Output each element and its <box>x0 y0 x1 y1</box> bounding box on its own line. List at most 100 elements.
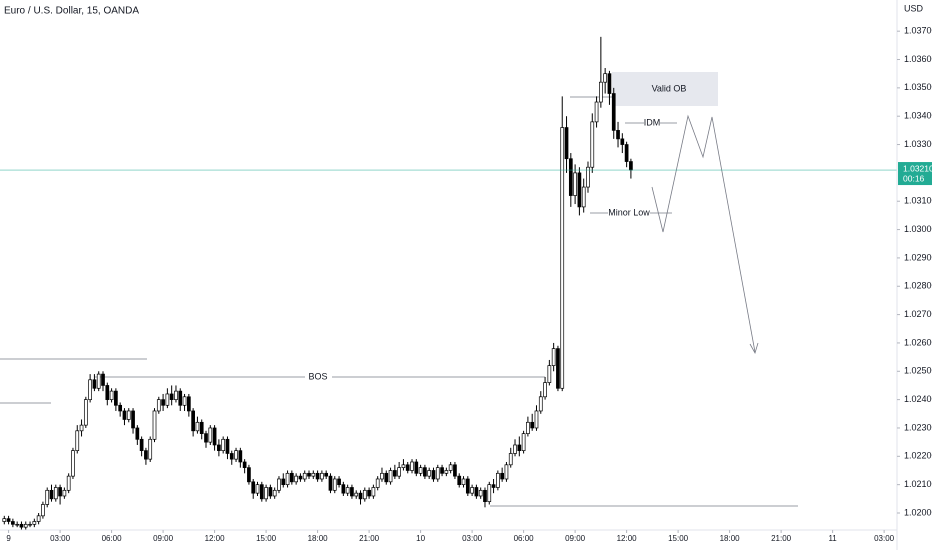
candle-body <box>629 161 633 171</box>
candle-body <box>474 487 479 497</box>
candle-body <box>105 385 110 400</box>
candle-body <box>594 101 599 123</box>
candle-body <box>611 93 616 131</box>
candle-body <box>371 487 376 497</box>
candle-body <box>19 523 24 528</box>
candle-body <box>169 393 174 400</box>
candle-body <box>444 470 449 474</box>
candle-body <box>423 467 427 477</box>
plot-area: BOS Valid OB IDM Minor Low <box>0 36 897 530</box>
x-tick-label: 06:00 <box>102 534 123 543</box>
candle-body <box>332 478 337 491</box>
x-tick-label: 18:00 <box>720 534 741 543</box>
candle-body <box>53 487 58 500</box>
candle-body <box>307 472 311 477</box>
candle-body <box>581 186 586 208</box>
y-tick-label: 1.02500 <box>904 366 932 376</box>
candle-body <box>564 127 569 160</box>
candle-body <box>483 489 487 503</box>
candle-body <box>182 396 187 406</box>
y-tick-label: 1.02800 <box>904 281 932 291</box>
candle-body <box>397 467 401 477</box>
candle-body <box>350 487 354 497</box>
candle-body <box>311 472 316 477</box>
candle-body <box>281 478 286 486</box>
candle-body <box>367 489 371 497</box>
candle-body <box>534 410 539 429</box>
candle-body <box>204 433 208 443</box>
candle-body <box>500 472 504 480</box>
candle-body <box>410 461 414 471</box>
x-tick-label: 10 <box>416 534 425 543</box>
candle-body <box>380 472 384 480</box>
candle-body <box>453 464 457 477</box>
candle-body <box>345 487 350 494</box>
candle-body <box>264 487 268 500</box>
candle-body <box>62 489 67 497</box>
candle-body <box>526 421 530 434</box>
candle-body <box>320 472 324 480</box>
candle-body <box>551 348 556 366</box>
candle-body <box>139 438 144 451</box>
candle-body <box>242 461 247 468</box>
x-tick-label: 15:00 <box>668 534 689 543</box>
candle-body <box>538 396 543 412</box>
candle-body <box>217 444 221 451</box>
candle-body <box>375 478 380 488</box>
y-tick-label: 1.02000 <box>904 507 932 517</box>
candle-body <box>186 396 191 412</box>
candle-body <box>66 475 71 491</box>
candle-body <box>513 444 517 454</box>
y-tick-label: 1.03400 <box>904 111 932 121</box>
x-tick-label: 09:00 <box>565 534 586 543</box>
minor-low-label: Minor Low <box>608 207 650 217</box>
current-price-tag <box>898 162 932 186</box>
candle-body <box>393 470 397 477</box>
candle-body <box>191 410 195 432</box>
x-tick-label: 03:00 <box>462 534 483 543</box>
candle-body <box>199 421 204 434</box>
candle-body <box>15 523 20 526</box>
candle-body <box>36 515 41 522</box>
candle-body <box>2 518 7 522</box>
candle-body <box>285 472 290 486</box>
y-tick-label: 1.03700 <box>904 26 932 36</box>
y-tick-label: 1.02300 <box>904 422 932 432</box>
candle-body <box>114 390 118 406</box>
candle-body <box>221 438 226 451</box>
candle-body <box>616 130 620 140</box>
x-tick-label: 12:00 <box>617 534 638 543</box>
x-tick-label: 06:00 <box>514 534 535 543</box>
candle-body <box>208 427 213 443</box>
countdown-label: 00:16 <box>903 173 925 183</box>
candle-body <box>478 489 483 497</box>
candle-body <box>341 484 346 494</box>
y-tick-label: 1.03500 <box>904 82 932 92</box>
candle-body <box>259 484 264 500</box>
x-tick-label: 12:00 <box>205 534 226 543</box>
candle-body <box>358 492 363 500</box>
candle-body <box>6 518 11 522</box>
candle-body <box>178 390 183 406</box>
candle-body <box>302 472 307 480</box>
candle-body <box>586 166 590 188</box>
candle-body <box>109 390 114 400</box>
candle-body <box>49 489 54 500</box>
currency-label: USD <box>904 3 924 13</box>
candle-body <box>354 492 359 497</box>
candle-body <box>148 438 153 460</box>
x-tick-label: 11 <box>828 534 837 543</box>
candle-body <box>521 433 526 451</box>
candle-body <box>144 450 148 460</box>
candle-body <box>530 421 535 429</box>
candle-body <box>599 81 603 103</box>
candle-body <box>315 472 320 480</box>
order-block-box <box>612 72 718 106</box>
candle-body <box>496 472 500 488</box>
candle-body <box>156 399 161 412</box>
candle-body <box>174 390 178 400</box>
candle-body <box>560 127 565 389</box>
candle-body <box>405 464 410 471</box>
